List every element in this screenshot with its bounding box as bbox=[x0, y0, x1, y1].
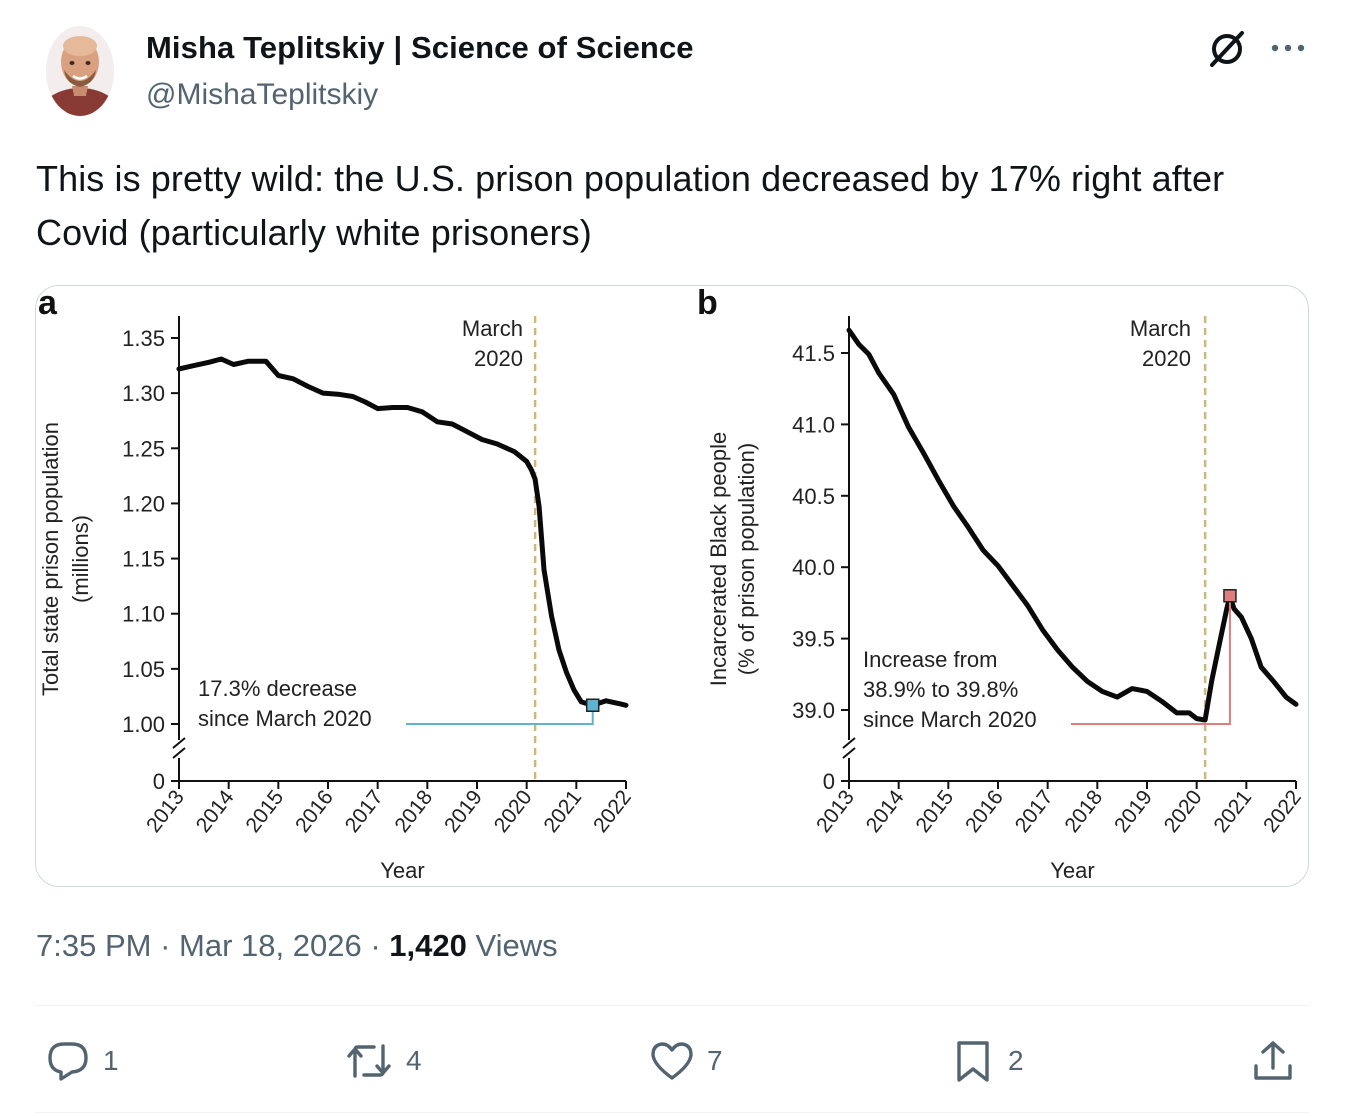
panel-label: a bbox=[38, 286, 58, 322]
x-axis-label: Year bbox=[1050, 858, 1094, 883]
annotation-text: Increase from bbox=[863, 647, 998, 672]
annotation-text: 38.9% to 39.8% bbox=[863, 677, 1018, 702]
panel-label: b bbox=[697, 286, 718, 322]
x-tick-label: 2016 bbox=[961, 786, 1008, 837]
event-label: March bbox=[462, 316, 523, 341]
share-button[interactable] bbox=[1250, 1036, 1296, 1086]
reply-button[interactable]: 1 bbox=[45, 1036, 119, 1086]
x-tick-label: 2015 bbox=[241, 786, 288, 837]
y-tick-label: 1.35 bbox=[122, 326, 165, 351]
views-label: Views bbox=[475, 928, 558, 963]
tweet-media[interactable]: a 1.35 1.30 1.25 1.20 1.15 1.10 1.05 1.00 0 2013 20… bbox=[35, 285, 1309, 887]
x-tick-label: 2013 bbox=[812, 786, 859, 837]
bookmark-count: 2 bbox=[1008, 1045, 1024, 1076]
repost-count: 4 bbox=[406, 1045, 422, 1076]
y-tick-label: 40.5 bbox=[792, 484, 835, 509]
axis-break bbox=[842, 747, 856, 759]
x-tick-label: 2018 bbox=[1060, 786, 1107, 837]
author-avatar[interactable] bbox=[46, 26, 114, 116]
y-tick-label: 40.0 bbox=[792, 555, 835, 580]
like-count: 7 bbox=[707, 1045, 723, 1076]
annotation-connector bbox=[406, 705, 594, 725]
event-label: March bbox=[1130, 316, 1191, 341]
x-tick-label: 2021 bbox=[539, 786, 586, 837]
x-tick-label: 2020 bbox=[1160, 786, 1207, 837]
more-icon[interactable] bbox=[1266, 30, 1310, 66]
x-tick-label: 2018 bbox=[390, 786, 437, 837]
bookmark-button[interactable]: 2 bbox=[950, 1036, 1024, 1086]
y-tick-label: 1.15 bbox=[122, 547, 165, 572]
tweet-meta: 7:35 PM · Mar 18, 2026 · 1,420 Views bbox=[36, 928, 558, 964]
y-axis-label: Incarcerated Black people bbox=[706, 432, 731, 686]
x-tick-label: 2021 bbox=[1209, 786, 1256, 837]
meta-separator: · bbox=[370, 928, 381, 963]
x-tick-label: 2019 bbox=[440, 786, 487, 837]
axis-break bbox=[842, 737, 856, 749]
divider bbox=[35, 1005, 1309, 1006]
like-icon bbox=[651, 1042, 693, 1080]
x-tick-label: 2014 bbox=[192, 786, 239, 837]
annotation-text: since March 2020 bbox=[863, 707, 1037, 732]
y-tick-label: 39.5 bbox=[792, 627, 835, 652]
repost-icon bbox=[347, 1044, 391, 1078]
y-tick-label: 41.5 bbox=[792, 341, 835, 366]
x-tick-label: 2022 bbox=[1259, 786, 1306, 837]
series-line bbox=[176, 356, 629, 708]
data-marker bbox=[585, 698, 600, 713]
y-tick-label: 1.30 bbox=[122, 381, 165, 406]
tweet-time[interactable]: 7:35 PM bbox=[36, 928, 152, 963]
grok-icon[interactable] bbox=[1206, 27, 1250, 71]
author-name[interactable]: Misha Teplitskiy | Science of Science bbox=[146, 30, 694, 65]
views-count: 1,420 bbox=[389, 928, 467, 963]
x-tick-label: 2020 bbox=[490, 786, 537, 837]
y-tick-label: 0 bbox=[823, 769, 835, 794]
x-tick-label: 2016 bbox=[291, 786, 338, 837]
repost-button[interactable]: 4 bbox=[344, 1036, 422, 1086]
y-axis-label: (millions) bbox=[68, 515, 93, 603]
axis-break bbox=[172, 737, 186, 749]
x-tick-label: 2017 bbox=[1011, 786, 1058, 837]
meta-separator: · bbox=[160, 928, 171, 963]
x-tick-label: 2015 bbox=[911, 786, 958, 837]
x-tick-label: 2017 bbox=[341, 786, 388, 837]
y-axis-label: Total state prison population bbox=[38, 422, 63, 696]
x-tick-label: 2013 bbox=[142, 786, 189, 837]
x-tick-label: 2014 bbox=[862, 786, 909, 837]
reply-icon bbox=[48, 1042, 88, 1081]
annotation-text: 17.3% decrease bbox=[198, 676, 357, 701]
like-button[interactable]: 7 bbox=[649, 1036, 723, 1086]
tweet-date[interactable]: Mar 18, 2026 bbox=[179, 928, 362, 963]
y-tick-label: 41.0 bbox=[792, 412, 835, 437]
y-tick-label: 1.25 bbox=[122, 436, 165, 461]
author-handle[interactable]: @MishaTeplitskiy bbox=[146, 78, 379, 111]
share-icon bbox=[1254, 1041, 1292, 1080]
event-label: 2020 bbox=[1142, 346, 1191, 371]
axis-break bbox=[172, 747, 186, 759]
series-line bbox=[846, 327, 1299, 723]
divider bbox=[35, 1112, 1309, 1113]
reply-count: 1 bbox=[103, 1045, 119, 1076]
x-tick-label: 2022 bbox=[589, 786, 636, 837]
y-tick-label: 1.20 bbox=[122, 491, 165, 516]
data-marker bbox=[1223, 589, 1237, 603]
y-tick-label: 1.05 bbox=[122, 657, 165, 682]
tweet-text: This is pretty wild: the U.S. prison pop… bbox=[36, 158, 1225, 253]
x-axis-label: Year bbox=[380, 858, 424, 883]
y-tick-label: 1.00 bbox=[122, 712, 165, 737]
y-tick-label: 0 bbox=[153, 769, 165, 794]
bookmark-icon bbox=[957, 1041, 989, 1082]
y-tick-label: 39.0 bbox=[792, 698, 835, 723]
annotation-connector bbox=[1071, 595, 1231, 725]
x-tick-label: 2019 bbox=[1110, 786, 1157, 837]
y-tick-label: 1.10 bbox=[122, 602, 165, 627]
annotation-text: since March 2020 bbox=[198, 706, 372, 731]
y-axis-label: (% of prison population) bbox=[734, 443, 759, 675]
event-label: 2020 bbox=[474, 346, 523, 371]
